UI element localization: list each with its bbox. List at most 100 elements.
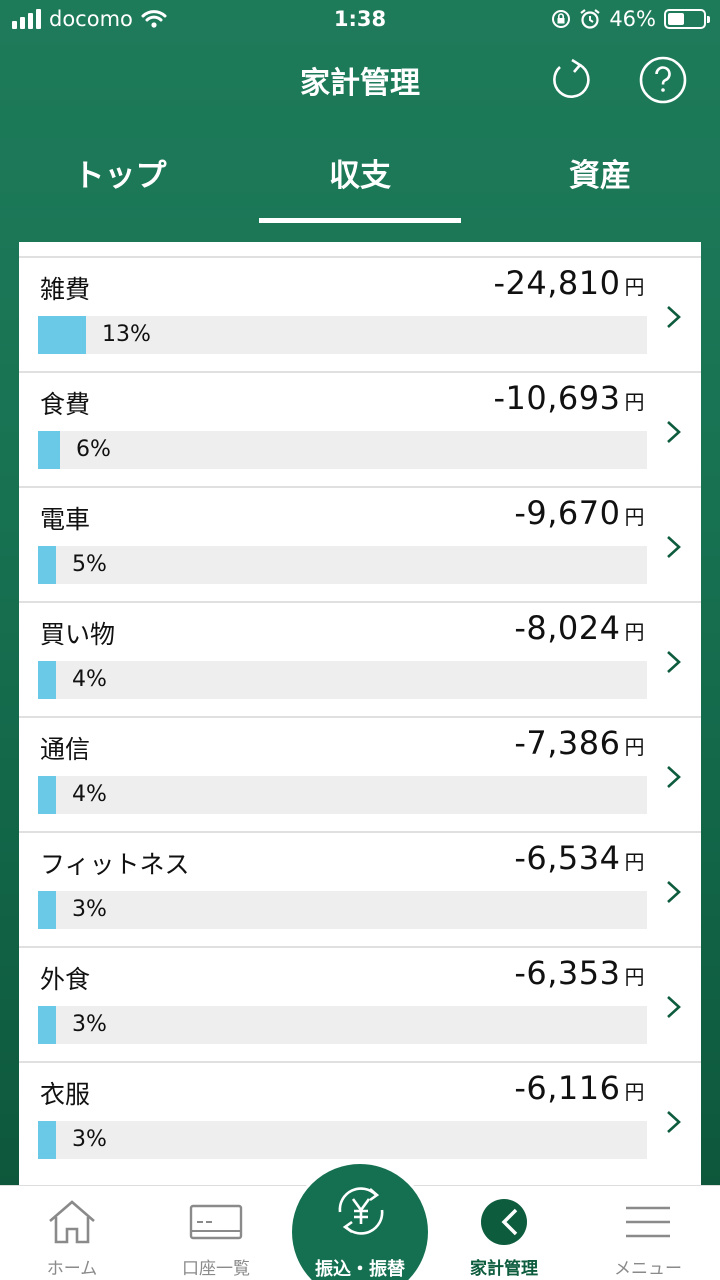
expense-row[interactable]: 衣服 -6,116 円 3%: [19, 1061, 701, 1176]
currency-unit: 円: [624, 1080, 645, 1104]
share-bar-fill: [38, 891, 56, 929]
currency-unit: 円: [624, 620, 645, 644]
expense-row[interactable]: フィットネス -6,534 円 3%: [19, 831, 701, 946]
expense-category: 電車: [40, 505, 91, 534]
tabbar-home-label: ホーム: [46, 1259, 98, 1279]
expense-category: 雑費: [40, 275, 91, 304]
chevron-right-icon[interactable]: [665, 649, 683, 675]
share-percent: 6%: [76, 437, 111, 462]
tab-income-expense[interactable]: 収支: [329, 158, 391, 194]
carrier-label: docomo: [49, 7, 133, 31]
expense-amount-value: -8,024: [514, 609, 621, 647]
expense-amount-value: -24,810: [493, 264, 621, 302]
share-bar-track: 3%: [38, 1006, 647, 1044]
share-bar-fill: [38, 431, 60, 469]
share-bar-fill: [38, 661, 56, 699]
expense-row[interactable]: 外食 -6,353 円 3%: [19, 946, 701, 1061]
share-bar-track: 5%: [38, 546, 647, 584]
expense-row[interactable]: 通信 -7,386 円 4%: [19, 716, 701, 831]
share-bar-track: 13%: [38, 316, 647, 354]
expense-row[interactable]: 電車 -9,670 円 5%: [19, 486, 701, 601]
status-time: 1:38: [333, 7, 387, 31]
currency-unit: 円: [624, 505, 645, 529]
expense-amount-value: -9,670: [514, 494, 621, 532]
share-bar-fill: [38, 1121, 56, 1159]
currency-unit: 円: [624, 965, 645, 989]
share-percent: 4%: [72, 667, 107, 692]
status-left: docomo: [12, 7, 167, 31]
share-percent: 4%: [72, 782, 107, 807]
orientation-lock-icon: [552, 10, 571, 28]
expense-row[interactable]: 雑費 -24,810 円 13%: [19, 256, 701, 371]
menu-icon: [626, 1206, 670, 1238]
share-bar-track: 4%: [38, 776, 647, 814]
share-percent: 5%: [72, 552, 107, 577]
share-bar-fill: [38, 1006, 56, 1044]
expense-amount-value: -6,353: [514, 954, 621, 992]
expense-category: 衣服: [40, 1080, 91, 1109]
expense-amount: -6,116 円: [514, 1069, 645, 1107]
chevron-right-icon[interactable]: [665, 879, 683, 905]
currency-unit: 円: [624, 275, 645, 299]
share-percent: 13%: [102, 322, 151, 347]
share-bar-track: 3%: [38, 891, 647, 929]
share-percent: 3%: [72, 897, 107, 922]
alarm-icon: [580, 9, 600, 29]
expense-category: 外食: [40, 965, 91, 994]
share-bar-fill: [38, 776, 56, 814]
tabbar-home[interactable]: ホーム: [0, 1186, 144, 1280]
expense-row[interactable]: 食費 -10,693 円 6%: [19, 371, 701, 486]
share-bar-fill: [38, 546, 56, 584]
wifi-icon: [141, 10, 167, 28]
expense-list: 雑費 -24,810 円 13% 食費 -10,693 円 6% 電車 -9,670 円 5% 買い物 -…: [19, 242, 701, 1190]
share-percent: 3%: [72, 1012, 107, 1037]
signal-icon: [12, 9, 41, 29]
tabbar-accounts[interactable]: 口座一覧: [144, 1186, 288, 1280]
expense-amount-value: -10,693: [493, 379, 621, 417]
active-tab-indicator: [259, 218, 461, 223]
chevron-right-icon[interactable]: [665, 994, 683, 1020]
transfer-button[interactable]: 振込・振替: [289, 1161, 431, 1280]
status-right: 46%: [551, 7, 710, 31]
share-bar-fill: [38, 316, 86, 354]
tabbar-menu[interactable]: メニュー: [576, 1186, 720, 1280]
help-icon[interactable]: [638, 55, 688, 105]
chevron-right-icon[interactable]: [665, 419, 683, 445]
battery-percent: 46%: [609, 7, 656, 31]
expense-amount: -7,386 円: [514, 724, 645, 762]
expense-row[interactable]: 買い物 -8,024 円 4%: [19, 601, 701, 716]
currency-unit: 円: [624, 850, 645, 874]
expense-category: 買い物: [40, 620, 116, 649]
tabbar-household[interactable]: 家計管理: [432, 1186, 576, 1280]
tabbar-accounts-label: 口座一覧: [182, 1259, 250, 1279]
expense-amount: -6,353 円: [514, 954, 645, 992]
card-icon: [189, 1204, 243, 1240]
tabbar-menu-label: メニュー: [614, 1259, 682, 1279]
status-bar: docomo 1:38 46%: [0, 0, 720, 40]
chevron-right-icon[interactable]: [665, 1109, 683, 1135]
chevron-right-icon[interactable]: [665, 764, 683, 790]
chevron-right-icon[interactable]: [665, 304, 683, 330]
tab-bar: トップ 収支 資産: [0, 140, 720, 224]
page-title: 家計管理: [300, 66, 420, 101]
tab-assets[interactable]: 資産: [569, 158, 631, 194]
currency-unit: 円: [624, 390, 645, 414]
expense-amount: -24,810 円: [493, 264, 645, 302]
currency-unit: 円: [624, 735, 645, 759]
battery-level: [668, 13, 684, 25]
expense-amount-value: -6,534: [514, 839, 621, 877]
expense-category: 通信: [40, 735, 91, 764]
tab-top[interactable]: トップ: [73, 158, 167, 194]
expense-amount: -8,024 円: [514, 609, 645, 647]
share-percent: 3%: [72, 1127, 107, 1152]
expense-amount: -6,534 円: [514, 839, 645, 877]
expense-amount: -10,693 円: [493, 379, 645, 417]
expense-category: フィットネス: [40, 850, 190, 879]
chevron-right-icon[interactable]: [665, 534, 683, 560]
transfer-label: 振込・振替: [315, 1259, 405, 1280]
share-bar-track: 6%: [38, 431, 647, 469]
refresh-icon[interactable]: [546, 55, 596, 105]
share-bar-track: 3%: [38, 1121, 647, 1159]
expense-amount-value: -6,116: [514, 1069, 621, 1107]
home-icon: [49, 1200, 95, 1244]
